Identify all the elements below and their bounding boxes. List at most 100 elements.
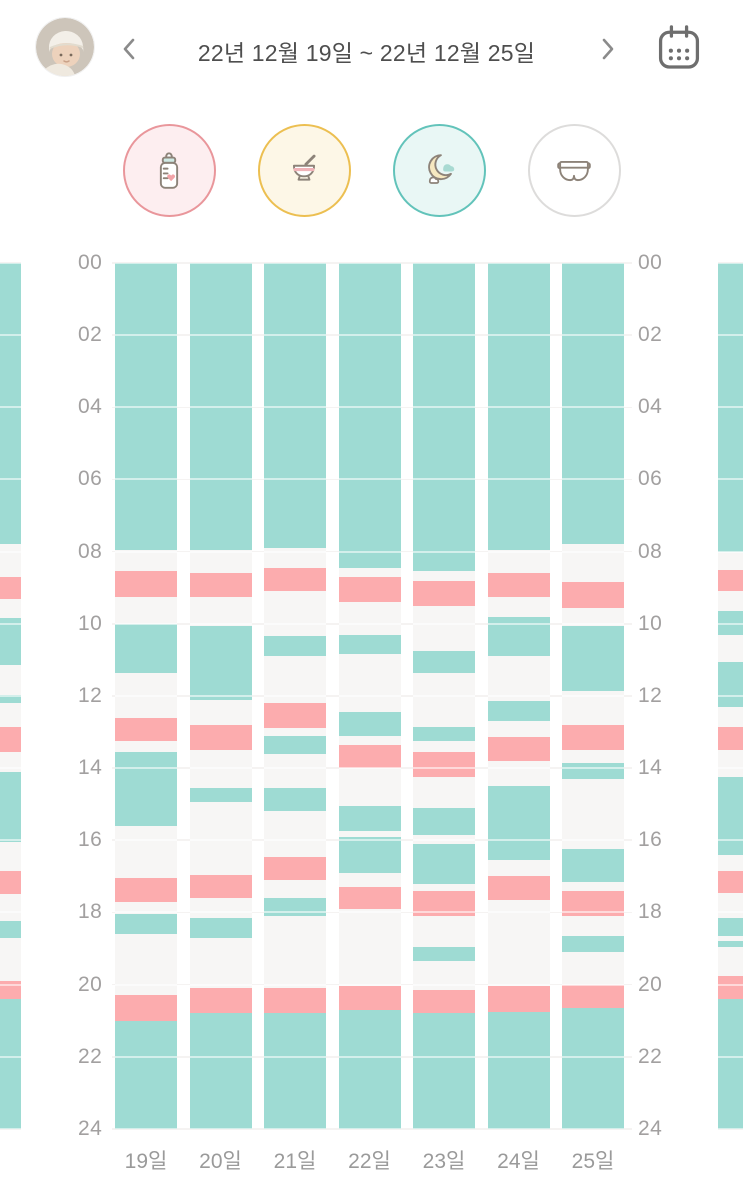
feeding-block[interactable] [413, 751, 475, 778]
sleep-block[interactable] [413, 807, 475, 835]
feeding-block[interactable] [0, 576, 21, 599]
feeding-block[interactable] [115, 995, 177, 1021]
calendar-button[interactable] [653, 22, 705, 74]
feeding-block[interactable] [115, 717, 177, 742]
sleep-block[interactable] [487, 1011, 550, 1129]
feeding-block[interactable] [0, 870, 21, 895]
feeding-block[interactable] [115, 878, 177, 902]
feeding-block[interactable] [718, 975, 743, 1000]
sleep-block[interactable] [562, 1008, 624, 1129]
feeding-block[interactable] [189, 724, 252, 751]
sleep-block[interactable] [413, 946, 475, 962]
feeding-block[interactable] [718, 870, 743, 893]
feeding-block[interactable] [189, 573, 252, 597]
time-tick-label: 24 [638, 1116, 663, 1140]
feeding-block[interactable] [413, 990, 475, 1014]
prev-week-button[interactable] [112, 32, 146, 66]
grid-line [0, 262, 21, 264]
feeding-block[interactable] [413, 580, 475, 606]
filter-food-button[interactable] [257, 124, 351, 217]
feeding-block[interactable] [718, 569, 743, 592]
sleep-block[interactable] [413, 263, 475, 572]
sleep-block[interactable] [718, 941, 743, 947]
sleep-block[interactable] [264, 787, 326, 812]
sleep-block[interactable] [189, 1013, 252, 1129]
grid-line [112, 478, 632, 481]
feeding-block[interactable] [264, 567, 326, 592]
sleep-block[interactable] [413, 726, 475, 742]
grid-line [718, 767, 743, 770]
sleep-block[interactable] [338, 634, 401, 655]
diaper-icon [557, 160, 591, 181]
sleep-block[interactable] [0, 771, 21, 843]
feeding-block[interactable] [562, 582, 624, 608]
time-tick-label: 10 [78, 611, 103, 635]
feeding-block[interactable] [338, 986, 401, 1010]
time-tick-label: 12 [638, 683, 663, 707]
feeding-block[interactable] [338, 576, 401, 603]
sleep-block[interactable] [0, 695, 21, 704]
feeding-block[interactable] [189, 874, 252, 898]
sleep-block[interactable] [264, 636, 326, 657]
feeding-block[interactable] [338, 744, 401, 769]
sleep-block[interactable] [338, 263, 401, 568]
feeding-block[interactable] [338, 887, 401, 909]
grid-line [0, 1127, 21, 1130]
sleep-block[interactable] [338, 806, 401, 832]
feeding-block[interactable] [264, 703, 326, 729]
sleep-block[interactable] [562, 849, 624, 882]
sleep-block[interactable] [0, 921, 21, 938]
feeding-block[interactable] [487, 737, 550, 761]
sleep-block[interactable] [487, 786, 550, 861]
feeding-block[interactable] [487, 876, 550, 900]
sleep-block[interactable] [718, 917, 743, 936]
feeding-block[interactable] [487, 573, 550, 597]
sleep-block[interactable] [115, 914, 177, 935]
feeding-block[interactable] [264, 856, 326, 880]
feeding-block[interactable] [264, 988, 326, 1014]
sleep-block[interactable] [718, 777, 743, 855]
day-label: 19일 [124, 1149, 168, 1173]
sleep-block[interactable] [562, 263, 624, 545]
sleep-block[interactable] [115, 623, 177, 673]
sleep-block[interactable] [264, 263, 326, 549]
sleep-block[interactable] [718, 661, 743, 707]
sleep-block[interactable] [338, 712, 401, 736]
sleep-block[interactable] [115, 751, 177, 826]
feeding-block[interactable] [487, 986, 550, 1012]
sleep-block[interactable] [413, 1013, 475, 1129]
feeding-block[interactable] [562, 984, 624, 1009]
sleep-block[interactable] [338, 1009, 401, 1129]
sleep-block[interactable] [0, 618, 21, 666]
feeding-block[interactable] [115, 571, 177, 597]
feeding-block[interactable] [718, 726, 743, 751]
grid-line [112, 550, 632, 553]
grid-line [718, 550, 743, 553]
feeding-block[interactable] [562, 724, 624, 751]
sleep-block[interactable] [189, 625, 252, 700]
filter-diaper-button[interactable] [527, 124, 621, 217]
feeding-block[interactable] [189, 988, 252, 1014]
sleep-block[interactable] [189, 787, 252, 803]
sleep-block[interactable] [189, 917, 252, 938]
sleep-block[interactable] [562, 762, 624, 779]
sleep-block[interactable] [718, 999, 743, 1129]
sleep-block[interactable] [338, 836, 401, 873]
feeding-block[interactable] [0, 726, 21, 752]
time-tick-label: 18 [638, 900, 663, 924]
sleep-block[interactable] [562, 625, 624, 691]
sleep-block[interactable] [264, 735, 326, 754]
sleep-block[interactable] [115, 1020, 177, 1129]
sleep-block[interactable] [487, 701, 550, 722]
sleep-block[interactable] [413, 650, 475, 673]
sleep-block[interactable] [413, 843, 475, 884]
profile-avatar[interactable] [36, 18, 94, 76]
sleep-block[interactable] [0, 263, 21, 545]
sleep-block[interactable] [264, 1013, 326, 1129]
sleep-block[interactable] [0, 999, 21, 1129]
filter-sleep-button[interactable] [392, 124, 486, 217]
next-week-button[interactable] [591, 32, 625, 66]
sleep-block[interactable] [562, 935, 624, 953]
filter-feeding-button[interactable] [122, 124, 216, 217]
